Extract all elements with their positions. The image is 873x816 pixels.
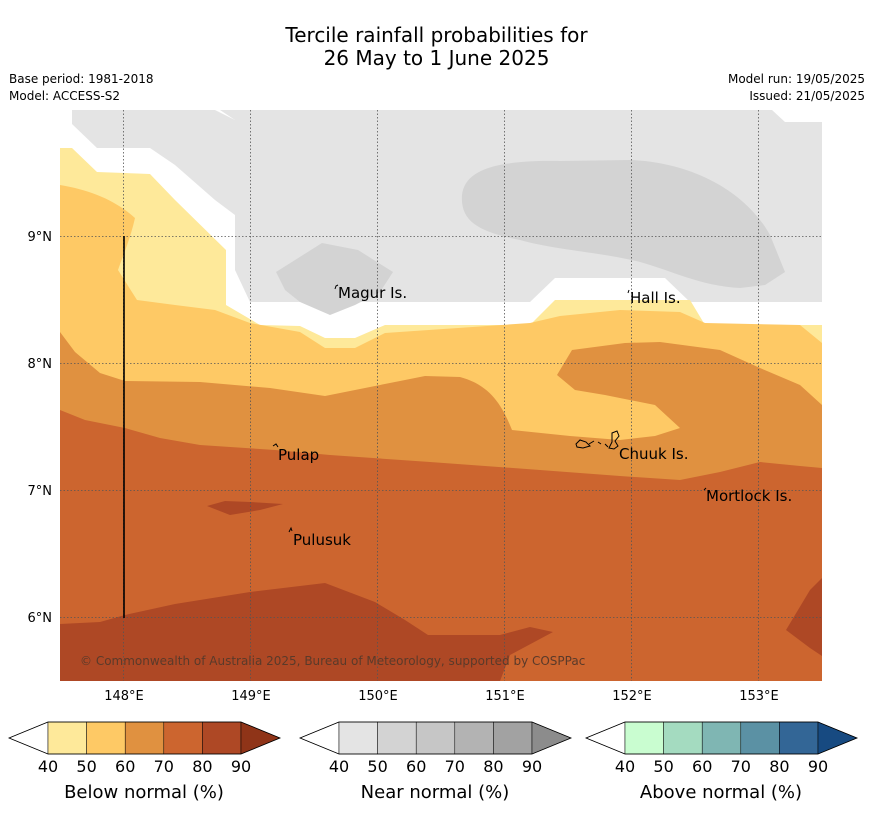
near-normal-50-60-region-north (461, 160, 785, 288)
map-title-line2: 26 May to 1 June 2025 (323, 46, 550, 70)
model-run-label: Model run: 19/05/2025 (727, 72, 865, 86)
colorbar-near-tick-60: 60 (406, 757, 426, 776)
colorbar-near-normal-bin-50-60 (377, 721, 417, 755)
colorbar-near-tick-90: 90 (522, 757, 542, 776)
colorbar-below-normal-bin-40-50 (47, 721, 87, 755)
pulap-island-outline (272, 443, 279, 448)
colorbar-below-normal-bin-70-80 (163, 721, 203, 755)
colorbar-near-tick-40: 40 (329, 757, 349, 776)
colorbar-below-normal-high-extend (240, 721, 281, 755)
colorbar-above-normal-bin-70-80 (740, 721, 780, 755)
colorbar-near-normal-low-extend (299, 721, 340, 755)
colorbar-above-tick-40: 40 (615, 757, 635, 776)
colorbar-below-normal: 40 50 60 70 80 90 Below normal (%) (7, 721, 282, 803)
colorbar-above-tick-90: 90 (808, 757, 828, 776)
colorbar-above-normal-high-extend (817, 721, 858, 755)
colorbar-near-tick-80: 80 (483, 757, 503, 776)
colorbar-above-normal-bin-60-70 (701, 721, 742, 755)
colorbar-below-normal-bin-50-60 (86, 721, 126, 755)
colorbar-below-tick-90: 90 (231, 757, 251, 776)
colorbar-near-tick-50: 50 (367, 757, 387, 776)
chuuk-island-outline (575, 430, 620, 450)
base-period-label: Base period: 1981-2018 (9, 72, 154, 86)
lon-label-150e: 150°E (358, 689, 398, 704)
colorbar-above-normal-bin-80-90 (779, 721, 819, 755)
colorbar-near-tick-70: 70 (445, 757, 465, 776)
map-gridlines (60, 110, 822, 681)
magur-island-outline (334, 284, 339, 290)
map-title-line1: Tercile rainfall probabilities for (285, 23, 588, 47)
colorbar-above-normal: 40 50 60 70 80 90 Above normal (%) (584, 721, 859, 803)
mortlock-island-outline (703, 487, 710, 495)
lat-label-6n: 6°N (28, 611, 53, 626)
place-label-hall: Hall Is. (630, 289, 681, 307)
lat-label-9n: 9°N (28, 230, 53, 245)
colorbar-below-tick-50: 50 (76, 757, 96, 776)
place-label-mortlock: Mortlock Is. (706, 487, 792, 505)
colorbar-below-normal-low-extend (8, 721, 49, 755)
colorbar-near-normal-high-extend (531, 721, 572, 755)
place-label-pulusuk: Pulusuk (293, 531, 351, 549)
colorbar-above-title: Above normal (%) (640, 782, 802, 803)
colorbar-below-tick-40: 40 (38, 757, 58, 776)
colorbar-below-tick-80: 80 (192, 757, 212, 776)
colorbar-below-title: Below normal (%) (64, 782, 224, 803)
colorbar-near-normal-bin-80-90 (493, 721, 533, 755)
lon-label-148e: 148°E (104, 689, 144, 704)
probability-map: Magur Is. Hall Is. Pulap Chuuk Is. Mortl… (60, 110, 822, 681)
colorbar-above-tick-60: 60 (692, 757, 712, 776)
place-label-magur: Magur Is. (338, 284, 407, 302)
lon-label-151e: 151°E (485, 689, 525, 704)
copyright-notice: © Commonwealth of Australia 2025, Bureau… (80, 654, 585, 668)
colorbar-near-normal-bin-40-50 (338, 721, 378, 755)
lat-label-7n: 7°N (28, 484, 53, 499)
lat-label-8n: 8°N (28, 357, 53, 372)
lon-label-149e: 149°E (231, 689, 271, 704)
island-outlines (272, 284, 710, 533)
colorbar-above-normal-bin-40-50 (624, 721, 664, 755)
colorbar-below-normal-bin-80-90 (202, 721, 242, 755)
below-normal-80-90-region-south (60, 583, 553, 681)
colorbar-above-tick-50: 50 (653, 757, 673, 776)
colorbar-near-normal-bin-70-80 (454, 721, 494, 755)
place-label-pulap: Pulap (278, 446, 319, 464)
colorbar-near-title: Near normal (%) (361, 782, 510, 803)
colorbar-above-tick-70: 70 (731, 757, 751, 776)
colorbar-below-tick-60: 60 (115, 757, 135, 776)
colorbar-above-normal-bin-50-60 (663, 721, 703, 755)
pulusuk-island-outline (288, 526, 293, 533)
hall-island-outline (627, 289, 630, 294)
below-normal-80-90-region-small (207, 501, 283, 515)
model-label: Model: ACCESS-S2 (9, 89, 121, 103)
below-normal-80-90-region-east (786, 578, 822, 656)
issued-label: Issued: 21/05/2025 (749, 89, 865, 103)
colorbar-above-tick-80: 80 (769, 757, 789, 776)
near-normal-50-60-region-magur (276, 243, 393, 315)
lon-label-153e: 153°E (739, 689, 779, 704)
colorbar-below-tick-70: 70 (154, 757, 174, 776)
lon-label-152e: 152°E (612, 689, 652, 704)
colorbar-near-normal: 40 50 60 70 80 90 Near normal (%) (298, 721, 573, 803)
colorbar-near-normal-bin-60-70 (415, 721, 456, 755)
colorbar-above-normal-low-extend (585, 721, 626, 755)
colorbar-below-normal-bin-60-70 (124, 721, 165, 755)
place-label-chuuk: Chuuk Is. (619, 445, 688, 463)
